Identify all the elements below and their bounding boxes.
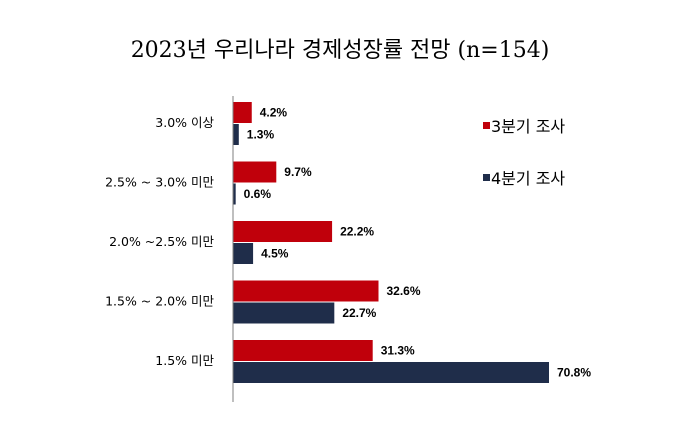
bar-q3 <box>233 221 333 242</box>
data-label: 0.6% <box>244 187 272 201</box>
category-label: 2.5% ~ 3.0% 미만 <box>105 175 214 190</box>
bar-q3 <box>233 161 277 183</box>
category-label: 1.5% ~ 2.0% 미만 <box>105 294 214 309</box>
data-label: 22.2% <box>340 225 374 239</box>
legend-swatch <box>483 174 490 181</box>
legend-label: 4분기 조사 <box>491 169 565 188</box>
data-label: 22.7% <box>342 306 376 320</box>
category-label: 3.0% 이상 <box>155 115 214 130</box>
data-label: 9.7% <box>284 165 312 179</box>
chart-title: 2023년 우리나라 경제성장률 전망 (n=154) <box>131 38 550 63</box>
data-label: 1.3% <box>247 128 275 142</box>
data-label: 32.6% <box>387 284 421 298</box>
data-label: 4.5% <box>261 247 289 261</box>
category-label: 2.0% ~2.5% 미만 <box>109 234 214 249</box>
data-label: 4.2% <box>260 106 288 120</box>
bar-q3 <box>233 340 373 361</box>
bar-q4 <box>233 362 549 383</box>
bar-q4 <box>233 243 254 264</box>
category-label: 1.5% 미만 <box>155 353 214 368</box>
data-label: 70.8% <box>557 366 591 380</box>
plot-area: 3.0% 이상 4.2% 1.3% 2.5% ~ 3.0% 미만 9.7% 0.6% 2.0… <box>105 96 591 402</box>
data-label: 31.3% <box>381 344 415 358</box>
bar-q3 <box>233 102 252 123</box>
bar-q3 <box>233 280 379 302</box>
legend-label: 3분기 조사 <box>491 117 565 136</box>
bar-q4 <box>233 183 236 205</box>
legend: 3분기 조사 4분기 조사 <box>483 117 565 188</box>
bar-q4 <box>233 124 239 145</box>
legend-swatch <box>483 122 490 129</box>
bar-q4 <box>233 302 335 324</box>
